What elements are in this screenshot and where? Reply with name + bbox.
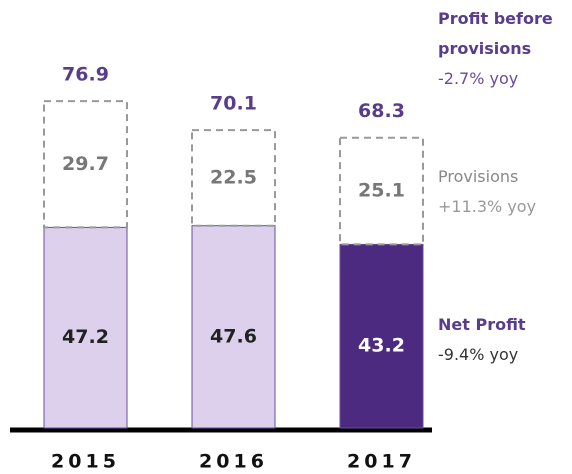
total-legend: Profit before provisions -2.7% yoy	[438, 4, 568, 94]
legend-name: Provisions	[438, 167, 519, 186]
value-label: 43.2	[358, 335, 405, 357]
legend-yoy: -9.4% yoy	[438, 345, 519, 364]
bar-segment	[339, 243, 424, 429]
total-yoy: -2.7% yoy	[438, 69, 519, 88]
total-label: 76.9	[62, 64, 109, 86]
x-tick-label: 2016	[199, 451, 268, 473]
total-label: 70.1	[210, 93, 257, 115]
bar-segment	[191, 225, 276, 429]
value-label: 47.2	[62, 326, 109, 348]
value-label: 25.1	[358, 180, 405, 202]
value-label: 47.6	[210, 325, 257, 347]
value-label: 22.5	[210, 166, 257, 188]
provisions-legend: Provisions +11.3% yoy	[438, 162, 568, 222]
x-tick-label: 2015	[51, 451, 120, 473]
legend-yoy: +11.3% yoy	[438, 197, 537, 216]
bar-segment	[191, 129, 276, 227]
legend-name: Net Profit	[438, 315, 526, 334]
x-tick-label: 2017	[347, 451, 416, 473]
total-label: 68.3	[358, 100, 405, 122]
total-name: Profit before provisions	[438, 9, 553, 58]
bar-segment	[43, 100, 128, 229]
netprofit-legend: Net Profit -9.4% yoy	[438, 310, 568, 370]
bar-segment	[43, 226, 128, 429]
value-label: 29.7	[62, 153, 109, 175]
bar-segment	[339, 136, 424, 246]
